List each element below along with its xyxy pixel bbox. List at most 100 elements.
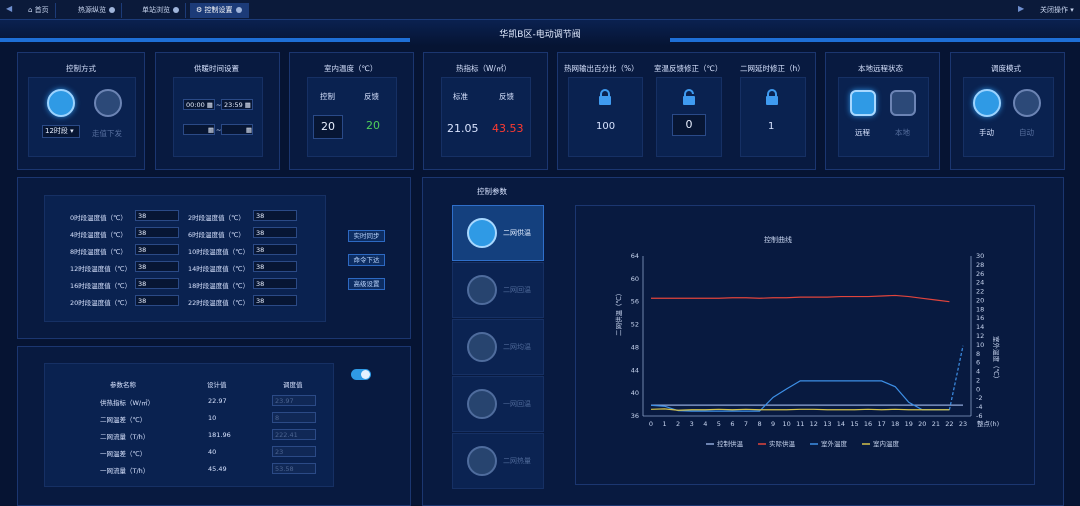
tab-home[interactable]: ⌂ 首页 [22,3,56,18]
param-schedule-input[interactable]: 23.97 [272,395,316,406]
mode-12-knob[interactable] [47,89,75,117]
y2-tick-label: 14 [976,323,984,331]
sync-button[interactable]: 实时同步 [348,230,385,242]
segment-select[interactable]: 12时段 ▾ [42,125,80,138]
param-name: 一网流量（T/h） [100,467,150,475]
param-schedule-input[interactable]: 53.58 [272,463,316,474]
y-tick-label: 36 [631,412,639,420]
y2-tick-label: 4 [976,368,980,376]
close-icon[interactable] [173,7,179,13]
supply-time-panel: 供暖时间设置 00:00 ▦ ~ 23:59 ▦ ▦ ~ ▦ [155,52,280,170]
page-header [0,20,1080,46]
item-ring-icon [467,332,497,362]
toggle-thumb [361,370,370,379]
standard-label: 标准 [453,92,468,101]
output-percent-title: 热网输出百分比（%） [564,64,639,73]
close-icon[interactable] [109,7,115,13]
page-title: 华凯B区-电动调节阀 [499,30,581,40]
panel-title: 控制方式 [66,64,96,73]
y2-tick-label: 10 [976,341,984,349]
side-item-secondary-return[interactable]: 二网回温 [452,262,544,318]
segment-input[interactable]: 38 [135,227,179,238]
segment-input[interactable]: 38 [135,261,179,272]
side-item-secondary-supply[interactable]: 二网供温 [452,205,544,261]
side-item-primary-return[interactable]: 一网回温 [452,376,544,432]
design-value-header: 设计值 [207,381,227,389]
segment-input[interactable]: 38 [253,278,297,289]
legend-label: 实际供温 [769,439,796,448]
feedback-label: 反馈 [364,92,379,101]
end-time-input[interactable]: 23:59 ▦ [221,99,253,110]
close-icon[interactable] [235,7,242,13]
side-item-label: 二网热量 [503,457,531,465]
param-schedule-input[interactable]: 23 [272,446,316,457]
close-action-menu[interactable]: 关闭操作 ▾ [1040,6,1074,14]
output-percent-value: 100 [596,121,616,132]
lock-icon[interactable] [598,89,612,105]
chart-title: 控制曲线 [764,235,792,244]
y-tick-label: 64 [631,252,639,260]
chart-container: 控制曲线 36 40 44 48 52 56 60 64 -6 -4 -2 0 2 4 6 8 10 12 14 16 1… [575,205,1035,485]
control-label: 控制 [320,92,335,101]
side-item-secondary-avg[interactable]: 二网均温 [452,319,544,375]
send-command-button[interactable]: 命令下达 [348,254,385,266]
segment-input[interactable]: 38 [253,227,297,238]
segment-label: 4时段温度值（℃） [70,231,127,239]
segment-input[interactable]: 38 [135,278,179,289]
params-panel: 参数名称 设计值 调度值 供热指标（W/㎡） 22.97 23.97 二网温差（℃） 1… [17,346,411,506]
param-schedule-input[interactable]: 8 [272,412,316,423]
y2-tick-label: 8 [976,350,980,358]
delay-correction-title: 二网延时修正（h） [740,64,805,73]
tab-station[interactable]: 单站浏览 [136,3,186,18]
x-tick-label: 2 [676,420,680,428]
segment-label: 20时段温度值（℃） [70,299,132,307]
y2-tick-label: 0 [976,385,980,393]
manual-label: 手动 [979,128,994,137]
end-date-input[interactable]: ▦ [221,124,253,135]
local-toggle[interactable] [890,90,916,116]
x-tick-label: 17 [877,420,885,428]
segment-label: 2时段温度值（℃） [188,214,245,222]
unlock-icon[interactable] [682,89,696,105]
x-axis-title: 整点(h) [977,419,999,428]
param-name: 一网温差（℃） [100,450,147,458]
auto-knob[interactable] [1013,89,1041,117]
segment-input[interactable]: 38 [253,244,297,255]
x-tick-label: 1 [662,420,666,428]
start-time-input[interactable]: 00:00 ▦ [183,99,215,110]
segment-input[interactable]: 38 [253,210,297,221]
scroll-right-icon[interactable]: ▶ [1018,4,1025,13]
start-date-input[interactable]: ▦ [183,124,215,135]
segment-input[interactable]: 38 [253,295,297,306]
auto-label: 自动 [1019,128,1034,137]
tab-heat-source[interactable]: 热源纵览 [72,3,122,18]
params-toggle[interactable] [351,369,371,380]
legend-label: 控制供温 [717,439,744,448]
remote-toggle[interactable] [850,90,876,116]
y2-tick-label: 12 [976,332,984,340]
tab-label: 单站浏览 [142,6,170,14]
start-time: 00:00 [186,101,205,109]
y-tick-label: 48 [631,343,639,351]
param-design: 181.96 [208,431,231,439]
manual-knob[interactable] [973,89,1001,117]
scroll-left-icon[interactable]: ◀ [6,4,13,13]
tab-bar: ◀ ⌂ 首页 热源纵览 单站浏览 ⚙ 控制设置 ▶ 关闭操作 ▾ [0,0,1080,20]
heat-index-box [441,77,531,157]
segment-input[interactable]: 38 [135,244,179,255]
x-tick-label: 16 [864,420,872,428]
segment-input[interactable]: 38 [135,210,179,221]
panel-title: 热指标（W/㎡） [456,64,511,73]
segment-input[interactable]: 38 [253,261,297,272]
param-schedule-input[interactable]: 222.41 [272,429,316,440]
control-temp-input[interactable]: 20 [313,115,343,139]
dispatch-knob[interactable] [94,89,122,117]
tab-label: 热源纵览 [78,6,106,14]
tab-control-settings[interactable]: ⚙ 控制设置 [190,3,249,18]
side-item-secondary-heat[interactable]: 二网热量 [452,433,544,489]
segment-input[interactable]: 38 [135,295,179,306]
close-action-label: 关闭操作 [1040,6,1068,14]
room-correction-input[interactable]: 0 [672,114,706,136]
lock-icon[interactable] [765,89,779,105]
advanced-settings-button[interactable]: 高级设置 [348,278,385,290]
